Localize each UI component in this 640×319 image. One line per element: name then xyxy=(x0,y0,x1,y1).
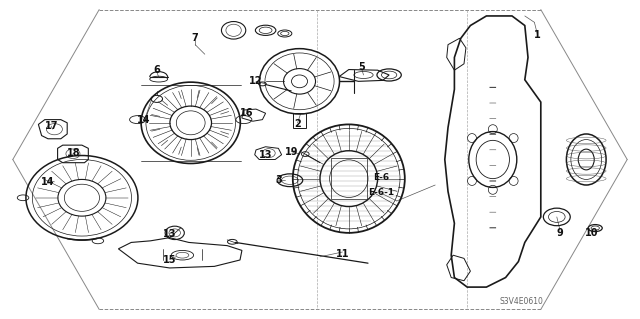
Text: 13: 13 xyxy=(163,229,177,240)
Text: S3V4E0610: S3V4E0610 xyxy=(500,297,543,306)
Text: 1: 1 xyxy=(534,30,541,40)
Text: 15: 15 xyxy=(163,255,177,265)
Text: E-6-1: E-6-1 xyxy=(368,189,394,197)
Text: 9: 9 xyxy=(557,228,563,238)
Text: 3: 3 xyxy=(275,175,282,185)
Text: 14: 14 xyxy=(137,115,151,125)
Text: 14: 14 xyxy=(41,177,55,187)
Text: 2: 2 xyxy=(294,119,301,130)
Text: 10: 10 xyxy=(585,228,599,238)
Text: 19: 19 xyxy=(284,146,298,157)
Text: 7: 7 xyxy=(192,33,198,43)
Text: 5: 5 xyxy=(358,62,365,72)
Text: 18: 18 xyxy=(67,148,81,158)
Text: 11: 11 xyxy=(335,249,349,259)
Text: 13: 13 xyxy=(259,150,273,160)
Text: E-6: E-6 xyxy=(372,173,389,182)
Text: 17: 17 xyxy=(44,121,58,131)
Text: 16: 16 xyxy=(239,108,253,118)
Text: 6: 6 xyxy=(154,65,160,75)
Text: 12: 12 xyxy=(249,76,263,86)
